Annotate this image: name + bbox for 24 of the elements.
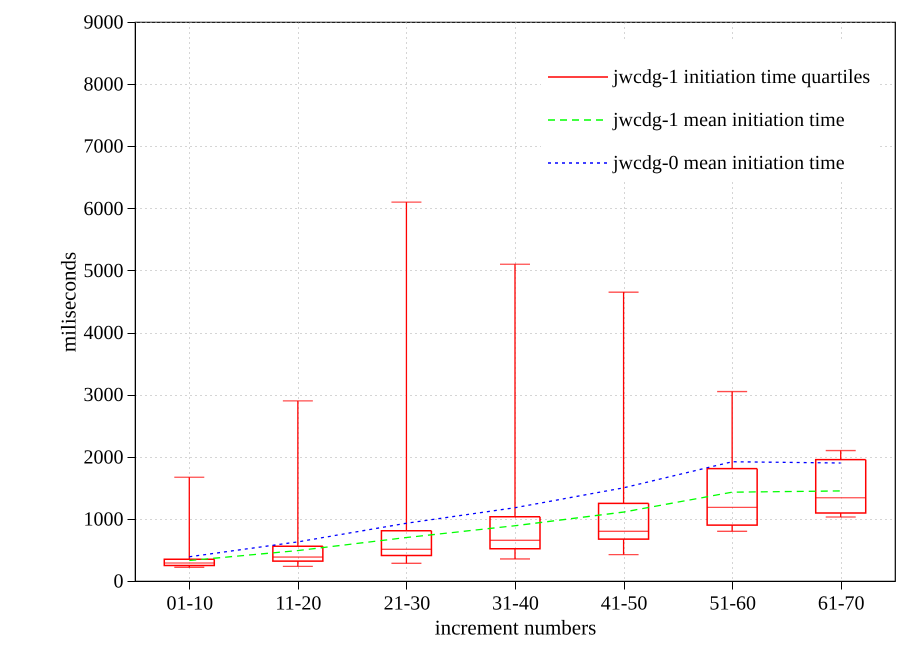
y-tick-label: 6000 bbox=[84, 198, 124, 220]
y-tick-label: 8000 bbox=[84, 74, 124, 96]
x-axis-title: increment numbers bbox=[434, 616, 596, 640]
legend-label: jwcdg-1 initiation time quartiles bbox=[612, 66, 870, 88]
line-series bbox=[188, 461, 842, 558]
x-tick-label: 11-20 bbox=[275, 592, 322, 614]
line-series bbox=[188, 490, 842, 562]
x-tick-label: 61-70 bbox=[818, 592, 865, 614]
y-tick-label: 1000 bbox=[84, 508, 124, 530]
x-tick-label: 31-40 bbox=[492, 592, 539, 614]
x-tick-label: 21-30 bbox=[384, 592, 430, 614]
y-tick-label: 7000 bbox=[84, 136, 124, 158]
legend-label: jwcdg-0 mean initiation time bbox=[612, 152, 845, 174]
y-tick-label: 4000 bbox=[84, 322, 124, 344]
y-tick-label: 3000 bbox=[84, 384, 124, 406]
y-tick-label: 0 bbox=[114, 570, 124, 592]
x-tick-label: 01-10 bbox=[166, 592, 214, 614]
x-tick-label: 51-60 bbox=[709, 592, 756, 614]
y-tick-label: 5000 bbox=[84, 260, 124, 282]
y-tick-label: 2000 bbox=[84, 446, 124, 468]
x-tick-label: 41-50 bbox=[600, 592, 648, 614]
y-tick-label: 9000 bbox=[84, 12, 124, 34]
y-axis-title: miliseconds bbox=[56, 252, 80, 352]
legend-label: jwcdg-1 mean initiation time bbox=[612, 109, 845, 131]
